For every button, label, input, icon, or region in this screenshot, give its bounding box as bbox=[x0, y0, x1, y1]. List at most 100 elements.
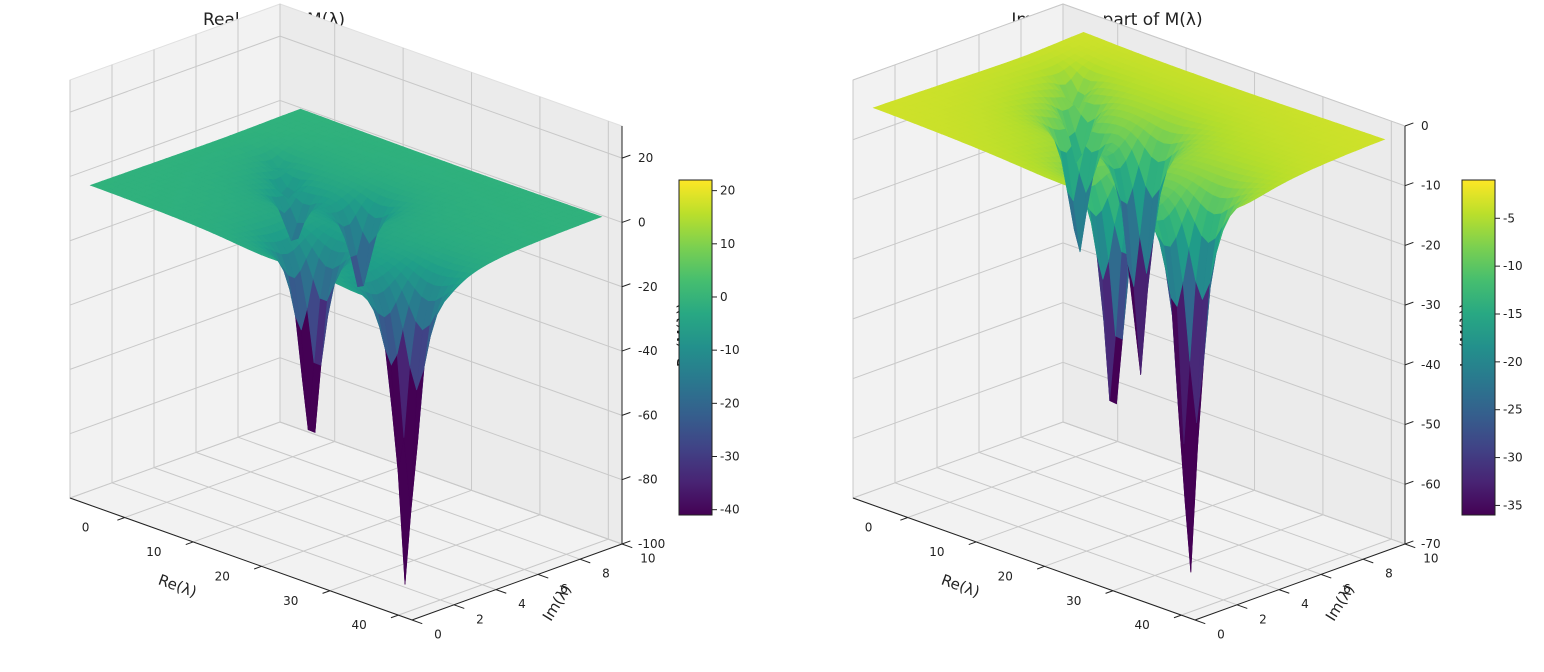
x-tick-mark bbox=[117, 517, 125, 521]
y-tick-mark bbox=[495, 589, 507, 594]
x-tick-label: 20 bbox=[215, 569, 230, 583]
z-tick-mark bbox=[1404, 301, 1414, 306]
y-tick-mark bbox=[621, 543, 633, 549]
z-tick-label: 0 bbox=[638, 215, 646, 229]
z-tick-mark bbox=[1404, 480, 1414, 485]
gridline-z bbox=[1062, 361, 1406, 485]
z-tick-label: -20 bbox=[1421, 238, 1441, 252]
z-tick-mark bbox=[621, 283, 631, 288]
x-axis-label: Re(λ) bbox=[939, 571, 982, 601]
gridline-x bbox=[398, 538, 609, 616]
z-tick-mark bbox=[621, 218, 631, 223]
x-tick-label: 20 bbox=[998, 569, 1013, 583]
z-tick-mark bbox=[621, 540, 631, 545]
x-tick-label: 0 bbox=[865, 521, 873, 535]
gridline-z bbox=[852, 3, 1064, 81]
x-tick-mark bbox=[185, 541, 194, 546]
y-tick-label: 10 bbox=[1423, 552, 1438, 566]
z-tick-label: -40 bbox=[638, 344, 658, 358]
z-tick-label: -100 bbox=[638, 537, 665, 551]
gridline-z bbox=[852, 302, 1064, 380]
gridline-z bbox=[279, 35, 623, 159]
surface bbox=[872, 31, 1386, 573]
colorbar-tick-label: -10 bbox=[1503, 259, 1523, 273]
plot-real-part: Real part of M(λ) 0102030400246810-100-8… bbox=[68, 3, 740, 642]
colorbar-tick-label: 20 bbox=[720, 184, 735, 198]
x-tick-mark bbox=[1173, 614, 1182, 619]
z-tick-mark bbox=[1404, 361, 1414, 366]
colorbar-tick-label: 10 bbox=[720, 237, 735, 251]
x-tick-label: 10 bbox=[929, 545, 944, 559]
x-tick-label: 30 bbox=[1066, 594, 1081, 608]
z-tick-label: -50 bbox=[1421, 418, 1441, 432]
z-tick-label: -20 bbox=[638, 280, 658, 294]
z-tick-mark bbox=[1404, 122, 1414, 127]
axes-real: 0102030400246810-100-80-60-40-20020Re(λ)… bbox=[68, 3, 692, 642]
x-tick-mark bbox=[1105, 590, 1114, 594]
y-tick-label: 2 bbox=[1259, 612, 1267, 626]
colorbar-tick-label: -15 bbox=[1503, 307, 1523, 321]
y-tick-mark bbox=[579, 558, 591, 564]
colorbar-tick-label: -40 bbox=[720, 503, 740, 517]
x-tick-label: 30 bbox=[283, 594, 298, 608]
gridline-z bbox=[852, 242, 1064, 320]
y-axis-line bbox=[1194, 543, 1406, 621]
plot-imag-part: Imaginary part of M(λ) 0102030400246810-… bbox=[851, 3, 1523, 642]
colorbar-tick-label: -30 bbox=[1503, 451, 1523, 465]
x-axis-line bbox=[69, 497, 413, 621]
axes-imag: 0102030400246810-70-60-50-40-30-20-100Re… bbox=[851, 3, 1475, 642]
x-tick-label: 40 bbox=[1134, 618, 1149, 632]
gridline-z bbox=[279, 421, 623, 545]
gridline-x bbox=[1044, 489, 1255, 567]
colorbar-tick-label: -20 bbox=[720, 396, 740, 410]
gridline-y bbox=[111, 482, 455, 606]
y-tick-label: 2 bbox=[476, 612, 484, 626]
gridline-y bbox=[195, 451, 539, 575]
z-tick-label: -10 bbox=[1421, 179, 1441, 193]
x-tick-mark bbox=[390, 614, 399, 619]
gridline-y bbox=[153, 467, 497, 591]
gridline-x bbox=[329, 514, 541, 592]
z-tick-label: -30 bbox=[1421, 298, 1441, 312]
y-tick-label: 4 bbox=[518, 597, 526, 611]
z-tick-mark bbox=[621, 411, 631, 416]
gridline-z bbox=[69, 421, 281, 499]
x-tick-mark bbox=[253, 565, 262, 570]
surface-patch bbox=[293, 108, 309, 115]
colorbar-tick-label: -20 bbox=[1503, 355, 1523, 369]
gridline-x bbox=[1181, 538, 1392, 616]
z-tick-mark bbox=[1404, 182, 1414, 187]
y-tick-mark bbox=[1236, 604, 1248, 609]
colorbar-tick-label: -5 bbox=[1503, 211, 1515, 225]
x-axis-label: Re(λ) bbox=[156, 571, 199, 601]
colorbar-gradient bbox=[678, 179, 713, 516]
y-tick-label: 6 bbox=[560, 582, 568, 596]
colorbar-tick-label: -35 bbox=[1503, 498, 1523, 512]
x-tick-mark bbox=[1036, 565, 1045, 570]
y-tick-mark bbox=[537, 573, 549, 579]
gridline-z bbox=[852, 361, 1064, 439]
gridline-x bbox=[907, 441, 1118, 518]
z-tick-mark bbox=[1404, 241, 1414, 246]
z-tick-mark bbox=[621, 476, 631, 481]
gridline-z bbox=[69, 99, 281, 177]
gridline-y bbox=[936, 467, 1280, 591]
gridline-z bbox=[279, 357, 623, 481]
y-axis-line bbox=[411, 543, 623, 621]
x-tick-label: 40 bbox=[351, 618, 366, 632]
y-tick-label: 0 bbox=[434, 628, 442, 642]
colorbar-tick-label: 0 bbox=[720, 290, 728, 304]
z-tick-label: -60 bbox=[638, 408, 658, 422]
z-tick-mark bbox=[1404, 421, 1414, 426]
gridline-x bbox=[261, 489, 472, 567]
gridline-z bbox=[69, 35, 281, 113]
y-tick-mark bbox=[1320, 573, 1332, 579]
pane-left-wall bbox=[69, 3, 281, 499]
y-tick-label: 8 bbox=[1385, 567, 1393, 581]
y-axis-label: Im(λ) bbox=[1322, 581, 1358, 624]
gridline-x bbox=[124, 441, 335, 518]
colorbar-gradient bbox=[1461, 179, 1496, 516]
gridline-z bbox=[1062, 3, 1406, 127]
gridline-x bbox=[192, 465, 404, 543]
